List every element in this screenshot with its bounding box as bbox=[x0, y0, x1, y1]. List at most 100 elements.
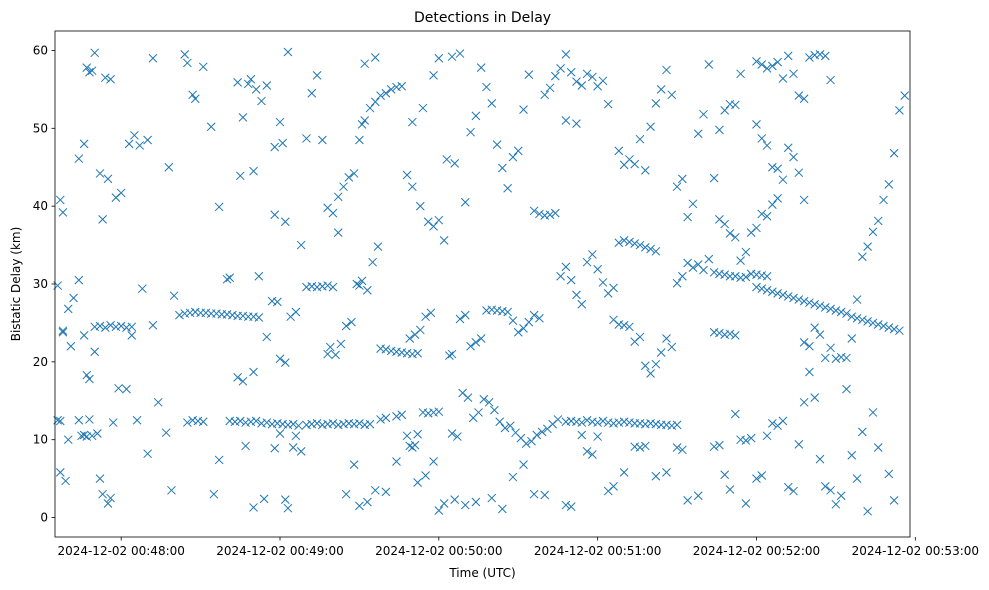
data-point bbox=[175, 310, 184, 320]
data-point bbox=[423, 408, 433, 418]
data-point bbox=[302, 420, 311, 430]
data-point bbox=[98, 215, 108, 224]
data-point bbox=[720, 106, 730, 115]
data-point bbox=[799, 195, 809, 205]
data-point bbox=[188, 415, 198, 425]
data-point bbox=[895, 106, 904, 115]
data-point bbox=[640, 165, 650, 175]
data-point bbox=[746, 269, 756, 279]
data-point bbox=[799, 94, 809, 104]
data-point bbox=[783, 482, 793, 492]
data-point bbox=[360, 420, 370, 430]
data-point bbox=[190, 94, 200, 104]
data-point bbox=[405, 441, 415, 451]
data-point bbox=[783, 51, 793, 61]
data-point bbox=[535, 313, 544, 323]
data-point bbox=[227, 310, 237, 320]
data-point bbox=[524, 70, 534, 79]
data-point bbox=[198, 417, 208, 427]
data-point bbox=[651, 419, 661, 429]
data-point bbox=[381, 413, 391, 423]
data-point bbox=[312, 71, 322, 80]
data-point bbox=[283, 47, 293, 57]
data-point bbox=[294, 421, 303, 431]
data-point bbox=[106, 74, 115, 84]
data-point bbox=[479, 394, 489, 404]
data-point bbox=[402, 431, 412, 441]
data-point bbox=[640, 441, 650, 451]
data-point bbox=[148, 53, 158, 63]
data-point bbox=[452, 432, 462, 441]
data-point bbox=[635, 418, 645, 428]
data-point bbox=[815, 50, 825, 59]
data-point bbox=[820, 303, 830, 312]
data-point bbox=[815, 301, 825, 311]
data-point bbox=[135, 141, 145, 150]
data-point bbox=[460, 197, 470, 207]
data-point bbox=[487, 305, 497, 315]
data-point bbox=[249, 166, 258, 176]
data-point bbox=[815, 454, 825, 464]
data-point bbox=[513, 146, 523, 156]
data-point bbox=[820, 51, 830, 61]
data-point bbox=[630, 239, 640, 248]
data-point bbox=[370, 485, 380, 495]
data-point bbox=[450, 495, 460, 504]
data-point bbox=[799, 296, 809, 306]
data-point bbox=[593, 264, 603, 274]
data-point bbox=[190, 307, 200, 317]
data-point bbox=[357, 120, 367, 129]
data-point bbox=[593, 432, 603, 441]
data-point bbox=[312, 282, 322, 292]
data-point bbox=[535, 209, 544, 219]
data-point bbox=[677, 174, 687, 184]
data-point bbox=[405, 334, 415, 343]
data-point bbox=[487, 99, 497, 108]
data-point bbox=[280, 495, 290, 504]
data-point bbox=[884, 180, 894, 189]
data-point bbox=[296, 447, 306, 456]
data-point bbox=[577, 299, 587, 309]
data-point bbox=[762, 211, 772, 221]
data-point bbox=[341, 321, 351, 331]
data-point bbox=[752, 223, 761, 233]
data-point bbox=[519, 460, 528, 469]
data-point bbox=[556, 271, 565, 281]
data-point bbox=[540, 90, 550, 100]
data-point bbox=[884, 469, 894, 479]
data-point bbox=[857, 427, 867, 437]
data-point bbox=[757, 134, 767, 143]
data-point bbox=[114, 383, 123, 393]
data-point bbox=[103, 174, 113, 184]
data-point bbox=[805, 341, 814, 351]
data-point bbox=[249, 367, 258, 377]
data-point bbox=[646, 369, 655, 378]
x-tick-label: 2024-12-02 00:49:00 bbox=[216, 544, 343, 558]
data-point bbox=[683, 496, 693, 505]
data-point bbox=[418, 408, 428, 417]
data-point bbox=[137, 284, 147, 294]
data-point bbox=[74, 275, 84, 285]
data-point bbox=[249, 503, 258, 512]
data-point bbox=[61, 476, 70, 486]
data-point bbox=[328, 208, 338, 218]
data-point bbox=[566, 416, 576, 426]
data-point bbox=[116, 321, 126, 331]
data-point bbox=[278, 419, 288, 429]
plot-area bbox=[55, 31, 910, 537]
data-point bbox=[704, 254, 714, 264]
data-point bbox=[95, 169, 105, 178]
data-point bbox=[365, 419, 375, 429]
data-point bbox=[355, 135, 364, 145]
data-point bbox=[540, 490, 550, 500]
data-point bbox=[720, 219, 730, 229]
data-point bbox=[58, 327, 68, 337]
data-point bbox=[577, 430, 587, 440]
data-point bbox=[214, 455, 224, 465]
data-point bbox=[799, 338, 809, 347]
data-point bbox=[836, 307, 846, 317]
data-point bbox=[360, 116, 370, 125]
data-point bbox=[365, 103, 375, 113]
data-point bbox=[355, 281, 364, 290]
data-point bbox=[262, 332, 272, 342]
